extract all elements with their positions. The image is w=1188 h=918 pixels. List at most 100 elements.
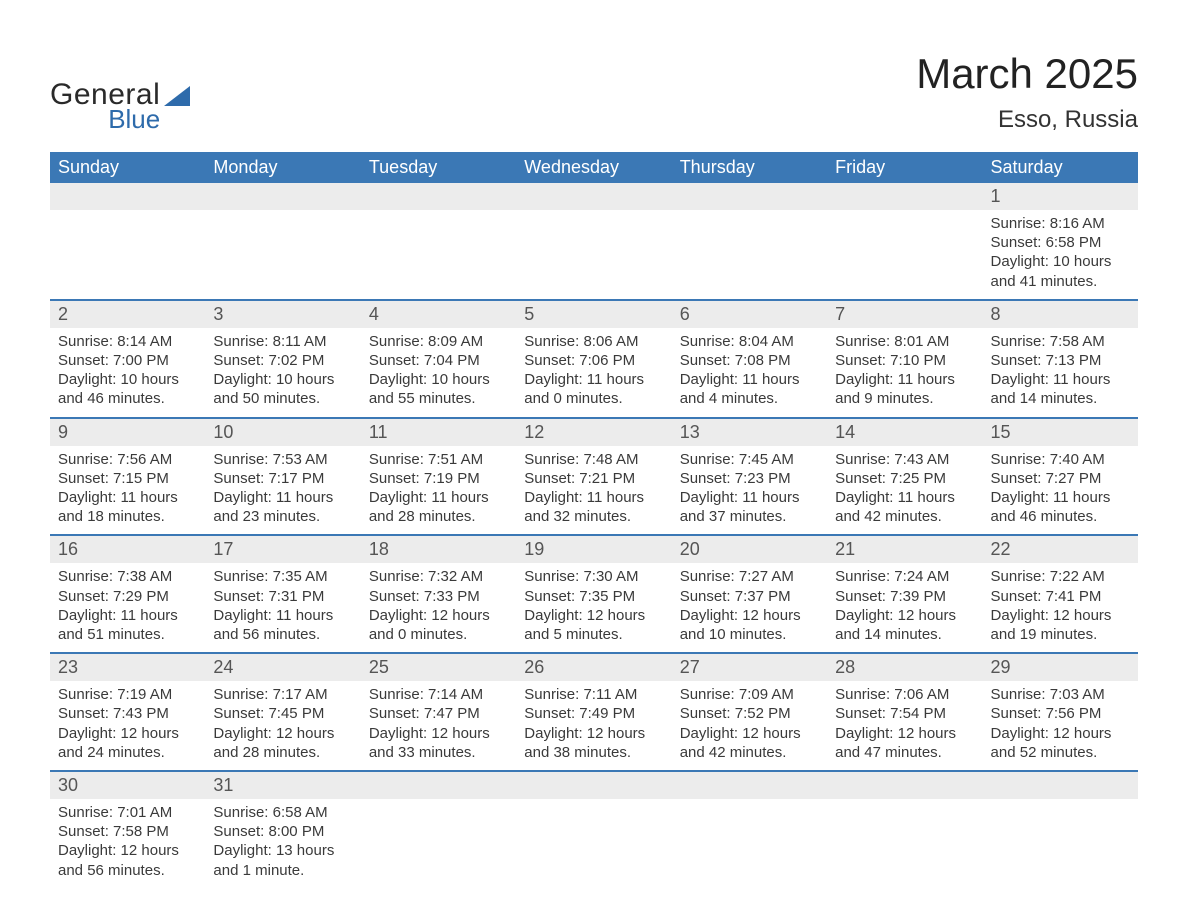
day-detail-cell	[516, 210, 671, 300]
day-day2-text: and 24 minutes.	[58, 743, 197, 762]
day-number-cell: 7	[827, 300, 982, 328]
day-sunset-text: Sunset: 8:00 PM	[213, 822, 352, 841]
day-detail-cell	[361, 210, 516, 300]
day-sunrise-text: Sunrise: 7:51 AM	[369, 450, 508, 469]
day-detail-cell: Sunrise: 8:06 AMSunset: 7:06 PMDaylight:…	[516, 328, 671, 418]
day-number-cell: 13	[672, 418, 827, 446]
day-day2-text: and 9 minutes.	[835, 389, 974, 408]
day-number-cell	[50, 183, 205, 210]
day-sunrise-text: Sunrise: 7:35 AM	[213, 567, 352, 586]
day-detail-cell: Sunrise: 7:35 AMSunset: 7:31 PMDaylight:…	[205, 563, 360, 653]
day-sunset-text: Sunset: 7:49 PM	[524, 704, 663, 723]
day-day1-text: Daylight: 11 hours	[680, 370, 819, 389]
day-sunset-text: Sunset: 7:43 PM	[58, 704, 197, 723]
day-sunrise-text: Sunrise: 7:30 AM	[524, 567, 663, 586]
day-sunset-text: Sunset: 7:13 PM	[991, 351, 1130, 370]
day-sunset-text: Sunset: 6:58 PM	[991, 233, 1130, 252]
day-day2-text: and 52 minutes.	[991, 743, 1130, 762]
day-detail-cell: Sunrise: 7:09 AMSunset: 7:52 PMDaylight:…	[672, 681, 827, 771]
day-number-cell: 11	[361, 418, 516, 446]
day-number-cell: 4	[361, 300, 516, 328]
day-sunrise-text: Sunrise: 7:24 AM	[835, 567, 974, 586]
day-sunset-text: Sunset: 7:04 PM	[369, 351, 508, 370]
day-number-cell: 6	[672, 300, 827, 328]
day-number-row: 1	[50, 183, 1138, 210]
day-detail-cell: Sunrise: 8:01 AMSunset: 7:10 PMDaylight:…	[827, 328, 982, 418]
day-sunrise-text: Sunrise: 7:32 AM	[369, 567, 508, 586]
day-detail-cell: Sunrise: 7:27 AMSunset: 7:37 PMDaylight:…	[672, 563, 827, 653]
day-number-cell: 30	[50, 771, 205, 799]
day-detail-cell: Sunrise: 6:58 AMSunset: 8:00 PMDaylight:…	[205, 799, 360, 888]
day-detail-cell	[361, 799, 516, 888]
day-sunrise-text: Sunrise: 7:14 AM	[369, 685, 508, 704]
weekday-header: Thursday	[672, 152, 827, 183]
day-day2-text: and 50 minutes.	[213, 389, 352, 408]
day-detail-cell: Sunrise: 7:17 AMSunset: 7:45 PMDaylight:…	[205, 681, 360, 771]
day-day1-text: Daylight: 12 hours	[991, 724, 1130, 743]
title-block: March 2025 Esso, Russia	[916, 50, 1138, 134]
day-day2-text: and 46 minutes.	[991, 507, 1130, 526]
day-day2-text: and 18 minutes.	[58, 507, 197, 526]
day-day1-text: Daylight: 11 hours	[213, 488, 352, 507]
day-number-cell: 19	[516, 535, 671, 563]
weekday-header: Tuesday	[361, 152, 516, 183]
day-day2-text: and 32 minutes.	[524, 507, 663, 526]
day-number-cell	[516, 183, 671, 210]
day-day2-text: and 56 minutes.	[213, 625, 352, 644]
day-number-cell: 20	[672, 535, 827, 563]
day-sunrise-text: Sunrise: 7:06 AM	[835, 685, 974, 704]
weekday-header-row: SundayMondayTuesdayWednesdayThursdayFrid…	[50, 152, 1138, 183]
day-day1-text: Daylight: 12 hours	[213, 724, 352, 743]
weekday-header: Friday	[827, 152, 982, 183]
day-day2-text: and 51 minutes.	[58, 625, 197, 644]
day-day2-text: and 19 minutes.	[991, 625, 1130, 644]
day-sunset-text: Sunset: 7:06 PM	[524, 351, 663, 370]
day-sunset-text: Sunset: 7:56 PM	[991, 704, 1130, 723]
header: General Blue March 2025 Esso, Russia	[50, 50, 1138, 134]
day-day2-text: and 42 minutes.	[680, 743, 819, 762]
day-day2-text: and 0 minutes.	[524, 389, 663, 408]
day-day1-text: Daylight: 11 hours	[835, 488, 974, 507]
day-sunrise-text: Sunrise: 7:17 AM	[213, 685, 352, 704]
day-sunset-text: Sunset: 7:21 PM	[524, 469, 663, 488]
day-sunrise-text: Sunrise: 7:45 AM	[680, 450, 819, 469]
day-day1-text: Daylight: 10 hours	[58, 370, 197, 389]
day-sunset-text: Sunset: 7:47 PM	[369, 704, 508, 723]
day-number-cell: 21	[827, 535, 982, 563]
day-sunrise-text: Sunrise: 7:09 AM	[680, 685, 819, 704]
day-day1-text: Daylight: 11 hours	[835, 370, 974, 389]
location-label: Esso, Russia	[916, 106, 1138, 134]
day-detail-cell	[672, 799, 827, 888]
day-sunrise-text: Sunrise: 8:01 AM	[835, 332, 974, 351]
day-detail-cell: Sunrise: 7:38 AMSunset: 7:29 PMDaylight:…	[50, 563, 205, 653]
day-number-row: 23242526272829	[50, 653, 1138, 681]
day-detail-cell	[205, 210, 360, 300]
day-detail-row: Sunrise: 7:38 AMSunset: 7:29 PMDaylight:…	[50, 563, 1138, 653]
day-day2-text: and 1 minute.	[213, 861, 352, 880]
day-day1-text: Daylight: 12 hours	[369, 724, 508, 743]
day-sunset-text: Sunset: 7:58 PM	[58, 822, 197, 841]
day-number-cell: 12	[516, 418, 671, 446]
day-sunset-text: Sunset: 7:00 PM	[58, 351, 197, 370]
day-day2-text: and 5 minutes.	[524, 625, 663, 644]
day-detail-row: Sunrise: 7:01 AMSunset: 7:58 PMDaylight:…	[50, 799, 1138, 888]
day-day1-text: Daylight: 12 hours	[835, 724, 974, 743]
day-detail-cell: Sunrise: 7:24 AMSunset: 7:39 PMDaylight:…	[827, 563, 982, 653]
day-sunrise-text: Sunrise: 7:11 AM	[524, 685, 663, 704]
day-number-row: 16171819202122	[50, 535, 1138, 563]
day-detail-cell: Sunrise: 7:43 AMSunset: 7:25 PMDaylight:…	[827, 446, 982, 536]
day-day1-text: Daylight: 11 hours	[524, 370, 663, 389]
day-day2-text: and 28 minutes.	[369, 507, 508, 526]
day-number-cell: 10	[205, 418, 360, 446]
day-number-cell: 3	[205, 300, 360, 328]
day-number-cell	[205, 183, 360, 210]
day-number-cell	[516, 771, 671, 799]
day-day1-text: Daylight: 11 hours	[369, 488, 508, 507]
day-day2-text: and 14 minutes.	[835, 625, 974, 644]
day-number-cell: 8	[983, 300, 1138, 328]
day-day2-text: and 42 minutes.	[835, 507, 974, 526]
day-sunset-text: Sunset: 7:10 PM	[835, 351, 974, 370]
day-detail-cell: Sunrise: 7:58 AMSunset: 7:13 PMDaylight:…	[983, 328, 1138, 418]
day-sunset-text: Sunset: 7:25 PM	[835, 469, 974, 488]
day-detail-row: Sunrise: 8:14 AMSunset: 7:00 PMDaylight:…	[50, 328, 1138, 418]
